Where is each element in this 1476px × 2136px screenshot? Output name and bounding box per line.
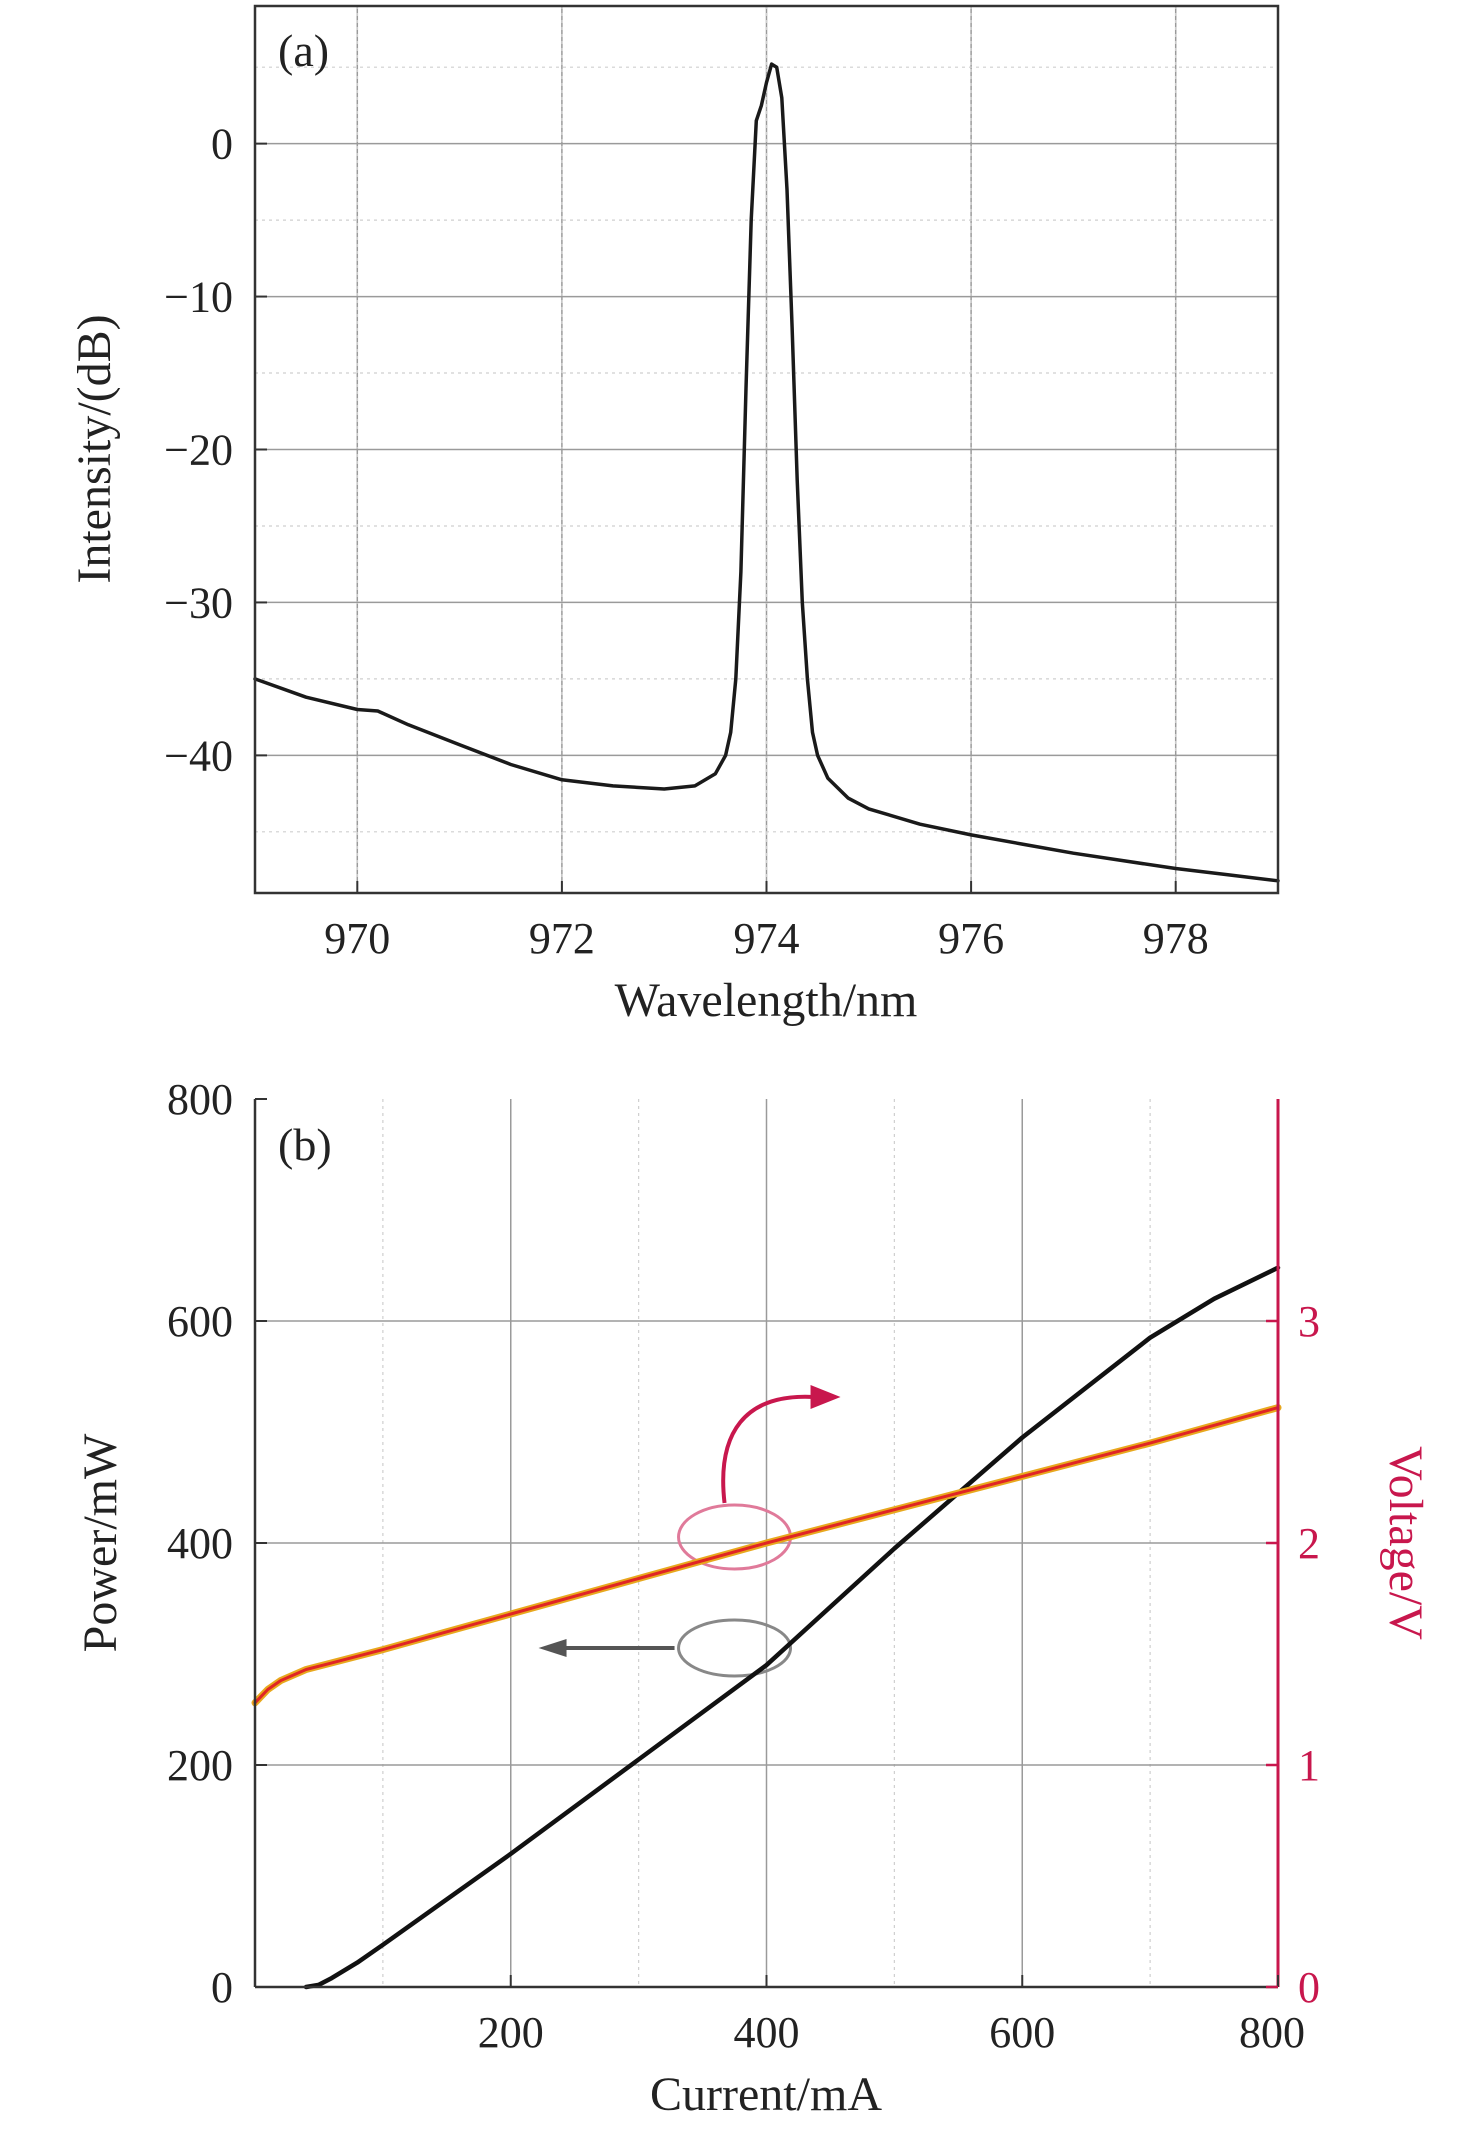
- panel-b-right-arrow-head: [810, 1385, 841, 1409]
- panel-b-y-tick-label: 600: [167, 1297, 233, 1346]
- panel-b-series: [251, 1265, 1282, 1990]
- panel-b-label: (b): [278, 1119, 332, 1170]
- panel-b-y-tick-label: 200: [167, 1741, 233, 1790]
- panel-b-y-axis-title: Power/mW: [74, 1433, 127, 1652]
- panel-b-y2-tick-label: 3: [1298, 1297, 1320, 1346]
- panel-a-x-tick-label: 972: [529, 914, 595, 963]
- panel-a-x-tick-label: 974: [734, 914, 800, 963]
- panel-b-gridlines: [255, 1099, 1278, 1987]
- panel-a-gridlines: [255, 6, 1278, 893]
- panel-b-x-tick-label: 800: [1239, 2008, 1305, 2057]
- panel-b-y2-tick-label: 2: [1298, 1519, 1320, 1568]
- panel-b-x-tick-label: 400: [734, 2008, 800, 2057]
- panel-a-x-tick-label: 970: [324, 914, 390, 963]
- panel-a-label: (a): [278, 25, 329, 76]
- panel-a: 970 972 974 976 978 0 −10 −20 −30 −40 (a) Wavelen…: [68, 4, 1280, 1027]
- panel-a-x-axis-title: Wavelength/nm: [615, 974, 918, 1027]
- panel-b-voltage-line: [253, 1406, 1280, 1705]
- panel-b-y-tick-label: 400: [167, 1519, 233, 1568]
- panel-a-x-tick-label: 978: [1143, 914, 1209, 963]
- panel-b-y2-tick-label: 1: [1298, 1741, 1320, 1790]
- panel-b-annotations: [538, 1385, 841, 1678]
- panel-a-y-tick-label: −20: [164, 426, 233, 475]
- panel-a-y-axis-title: Intensity/(dB): [68, 314, 121, 583]
- panel-a-x-tick-label: 976: [938, 914, 1004, 963]
- panel-b-y2-axis-title: Voltage/V: [1379, 1446, 1432, 1640]
- panel-b-power-marker-ellipse: [677, 1618, 793, 1678]
- panel-b-y-tick-label: 800: [167, 1075, 233, 1124]
- panel-a-series: [253, 62, 1280, 883]
- panel-a-spectrum-line: [253, 62, 1280, 883]
- panel-a-y-tick-label: −10: [164, 273, 233, 322]
- panel-b-x-tick-label: 200: [478, 2008, 544, 2057]
- panel-b-left-arrow-head: [538, 1639, 567, 1657]
- panel-a-ticks: 970 972 974 976 978 0 −10 −20 −30 −40: [164, 120, 1209, 963]
- panel-b-y-tick-label: 0: [211, 1963, 233, 2012]
- panel-b-power-line: [303, 1265, 1281, 1990]
- panel-b-right-arrow-shaft: [721, 1394, 815, 1504]
- panel-a-y-tick-label: −40: [164, 731, 233, 780]
- panel-b-x-axis-title: Current/mA: [650, 2068, 882, 2121]
- panel-a-y-tick-label: −30: [164, 578, 233, 627]
- panel-b-x-tick-label: 600: [989, 2008, 1055, 2057]
- panel-b-y2-tick-label: 0: [1298, 1963, 1320, 2012]
- panel-a-y-tick-label: 0: [211, 120, 233, 169]
